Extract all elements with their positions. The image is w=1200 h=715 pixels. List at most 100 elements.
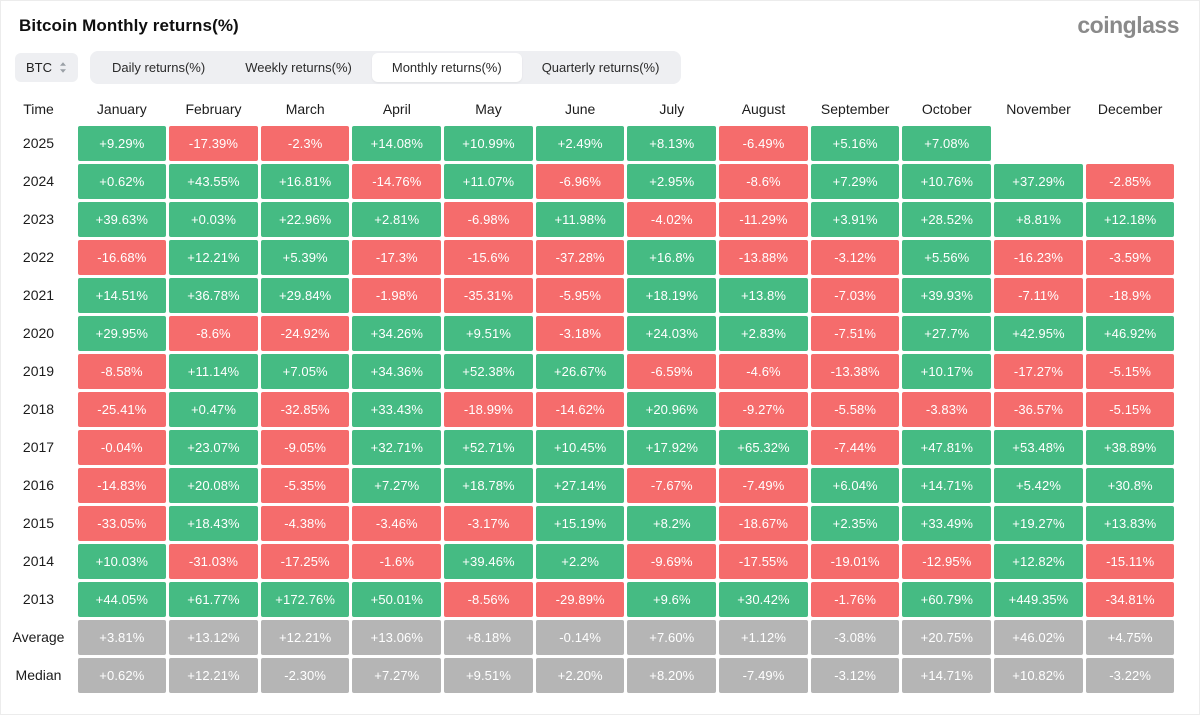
return-cell: -19.01% xyxy=(810,543,900,579)
return-cell: -6.96% xyxy=(535,163,625,199)
return-cell: +43.55% xyxy=(169,163,258,199)
return-cell-slot: +12.21% xyxy=(259,618,351,656)
return-cell: +7.29% xyxy=(810,163,900,199)
return-cell-slot: -3.17% xyxy=(443,504,535,542)
return-cell-slot: -1.76% xyxy=(809,580,901,618)
return-cell: -4.02% xyxy=(627,201,717,237)
return-cell: +6.04% xyxy=(810,467,900,503)
column-header-october: October xyxy=(921,101,972,117)
tab-quarterly-returns[interactable]: Quarterly returns(%) xyxy=(522,53,680,82)
return-cell-slot: -7.49% xyxy=(718,656,810,694)
return-cell-slot: +5.42% xyxy=(993,466,1085,504)
return-cell-slot: +172.76% xyxy=(259,580,351,618)
return-cell: +26.67% xyxy=(535,353,625,389)
return-cell: +13.8% xyxy=(719,277,808,313)
return-cell: +17.92% xyxy=(627,429,717,465)
return-cell-slot: +20.75% xyxy=(901,618,993,656)
row-label-2022: 2022 xyxy=(22,249,55,265)
coinglass-logo[interactable]: coinglass xyxy=(1077,12,1179,38)
return-cell-slot: +23.07% xyxy=(168,428,260,466)
return-cell: +33.43% xyxy=(352,391,442,427)
return-cell: +2.35% xyxy=(810,505,900,541)
return-cell-slot: +18.78% xyxy=(443,466,535,504)
return-cell: -7.49% xyxy=(719,657,808,693)
return-cell-slot: +39.46% xyxy=(443,542,535,580)
return-cell-slot: +10.03% xyxy=(76,542,168,580)
return-cell: +23.07% xyxy=(169,429,258,465)
return-cell-slot: -3.18% xyxy=(534,314,626,352)
return-cell: -3.08% xyxy=(810,619,900,655)
return-cell: +46.92% xyxy=(1085,315,1175,351)
return-cell: +15.19% xyxy=(535,505,625,541)
return-cell: -34.81% xyxy=(1085,581,1175,617)
return-cell-slot: -3.83% xyxy=(901,390,993,428)
return-cell-slot: -5.95% xyxy=(534,276,626,314)
tab-daily-returns[interactable]: Daily returns(%) xyxy=(92,53,225,82)
return-cell-slot: +65.32% xyxy=(718,428,810,466)
return-cell: -1.76% xyxy=(810,581,900,617)
return-cell: -9.27% xyxy=(719,391,808,427)
row-label-2023: 2023 xyxy=(22,211,55,227)
return-cell-slot: +2.95% xyxy=(626,162,718,200)
tab-monthly-returns[interactable]: Monthly returns(%) xyxy=(371,53,522,82)
return-cell: -7.44% xyxy=(810,429,900,465)
return-cell-slot: -17.3% xyxy=(351,238,443,276)
return-cell-slot: +7.60% xyxy=(626,618,718,656)
return-cell-slot: +32.71% xyxy=(351,428,443,466)
return-cell-slot: -1.6% xyxy=(351,542,443,580)
return-cell-slot: +3.91% xyxy=(809,200,901,238)
tab-weekly-returns[interactable]: Weekly returns(%) xyxy=(225,53,372,82)
return-cell-slot: +20.96% xyxy=(626,390,718,428)
return-cell-slot: +2.35% xyxy=(809,504,901,542)
return-cell-slot: -3.46% xyxy=(351,504,443,542)
return-cell-slot: -2.3% xyxy=(259,124,351,162)
return-cell-slot: +17.92% xyxy=(626,428,718,466)
return-cell: +12.21% xyxy=(260,619,350,655)
return-cell-slot: -9.27% xyxy=(718,390,810,428)
tabs-group: Daily returns(%) Weekly returns(%) Monthly… xyxy=(90,51,682,84)
return-cell-slot: +47.81% xyxy=(901,428,993,466)
return-cell-slot: -6.96% xyxy=(534,162,626,200)
return-cell: +52.71% xyxy=(444,429,533,465)
return-cell: +30.8% xyxy=(1085,467,1175,503)
return-cell-slot: -31.03% xyxy=(168,542,260,580)
return-cell: +5.16% xyxy=(810,125,900,161)
return-cell: +18.78% xyxy=(444,467,533,503)
return-cell: -15.6% xyxy=(444,239,533,275)
return-cell-slot: -34.81% xyxy=(1084,580,1176,618)
return-cell: +2.20% xyxy=(535,657,625,693)
return-cell: -35.31% xyxy=(444,277,533,313)
return-cell-slot: -7.03% xyxy=(809,276,901,314)
return-cell-slot: +33.49% xyxy=(901,504,993,542)
return-cell: +19.27% xyxy=(994,505,1083,541)
return-cell-slot: -5.15% xyxy=(1084,352,1176,390)
return-cell-slot: +13.06% xyxy=(351,618,443,656)
return-cell-slot: -33.05% xyxy=(76,504,168,542)
return-cell: -2.3% xyxy=(260,125,350,161)
return-cell-slot: +12.21% xyxy=(168,656,260,694)
return-cell-slot: -7.44% xyxy=(809,428,901,466)
row-label-average: Average xyxy=(12,629,65,645)
return-cell-slot: -0.04% xyxy=(76,428,168,466)
return-cell-slot: -9.05% xyxy=(259,428,351,466)
row-label-2018: 2018 xyxy=(22,401,55,417)
return-cell-slot: +29.84% xyxy=(259,276,351,314)
return-cell: -3.83% xyxy=(902,391,992,427)
symbol-selector[interactable]: BTC xyxy=(15,53,78,82)
return-cell: -17.25% xyxy=(260,543,350,579)
return-cell-slot: -18.9% xyxy=(1084,276,1176,314)
return-cell: +10.82% xyxy=(994,657,1083,693)
return-cell-slot: -4.38% xyxy=(259,504,351,542)
column-header-february: February xyxy=(185,101,242,117)
return-cell: -33.05% xyxy=(77,505,167,541)
return-cell: +7.27% xyxy=(352,657,442,693)
column-header-may: May xyxy=(475,101,502,117)
return-cell: -17.39% xyxy=(169,125,258,161)
return-cell: +50.01% xyxy=(352,581,442,617)
return-cell-slot: +2.49% xyxy=(534,124,626,162)
return-cell-slot: -0.14% xyxy=(534,618,626,656)
return-cell: -16.68% xyxy=(77,239,167,275)
return-cell-slot: -8.58% xyxy=(76,352,168,390)
return-cell-slot: -2.85% xyxy=(1084,162,1176,200)
return-cell: +5.42% xyxy=(994,467,1083,503)
